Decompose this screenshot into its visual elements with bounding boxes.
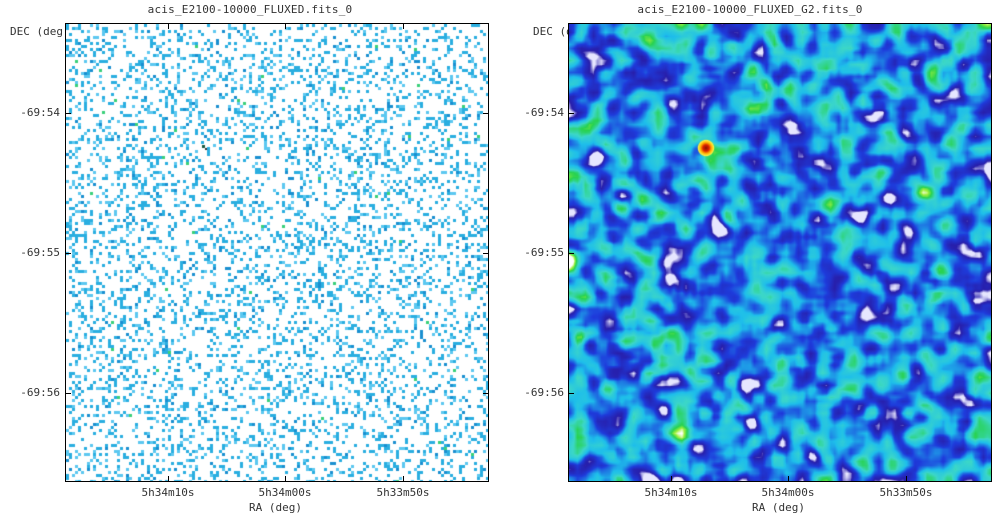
x-axis-label: RA (deg): [249, 501, 302, 514]
y-tick-mark: [65, 113, 71, 114]
x-tick-mark: [671, 476, 672, 482]
y-tick-mark: [483, 253, 489, 254]
x-tick-mark: [285, 476, 286, 482]
x-tick-label: 5h34m00s: [761, 486, 815, 499]
panel-title: acis_E2100-10000_FLUXED_G2.fits_0: [637, 3, 863, 16]
image-frame[interactable]: [65, 23, 489, 482]
x-tick-mark: [788, 476, 789, 482]
x-axis-label: RA (deg): [752, 501, 805, 514]
image-frame[interactable]: [568, 23, 992, 482]
x-tick-mark: [906, 476, 907, 482]
y-tick-mark: [483, 113, 489, 114]
y-tick-label: -69:54: [524, 106, 564, 119]
x-tick-label: 5h34m00s: [258, 486, 312, 499]
y-tick-mark: [483, 393, 489, 394]
y-tick-label: -69:55: [524, 246, 564, 259]
y-axis-label: DEC (deg): [10, 25, 70, 38]
x-tick-mark: [285, 23, 286, 29]
y-tick-mark: [568, 253, 574, 254]
x-tick-label: 5h34m10s: [141, 486, 195, 499]
x-tick-label: 5h33m50s: [376, 486, 430, 499]
x-tick-mark: [168, 476, 169, 482]
fits-image-canvas[interactable]: [66, 24, 488, 481]
y-tick-label: -69:56: [524, 386, 564, 399]
x-tick-mark: [403, 23, 404, 29]
x-tick-label: 5h34m10s: [644, 486, 698, 499]
fits-image-canvas[interactable]: [569, 24, 991, 481]
x-tick-mark: [168, 23, 169, 29]
y-tick-label: -69:55: [20, 246, 60, 259]
image-panel-right: acis_E2100-10000_FLUXED_G2.fits_0 DEC (d…: [500, 0, 1000, 523]
y-tick-mark: [65, 253, 71, 254]
x-tick-label: 5h33m50s: [879, 486, 933, 499]
image-panel-left: acis_E2100-10000_FLUXED.fits_0 DEC (deg)…: [10, 3, 489, 514]
y-tick-mark: [568, 113, 574, 114]
y-tick-mark: [65, 393, 71, 394]
y-tick-label: -69:56: [20, 386, 60, 399]
y-tick-mark: [568, 393, 574, 394]
panel-title: acis_E2100-10000_FLUXED.fits_0: [147, 3, 353, 16]
y-tick-label: -69:54: [20, 106, 60, 119]
x-tick-mark: [403, 476, 404, 482]
